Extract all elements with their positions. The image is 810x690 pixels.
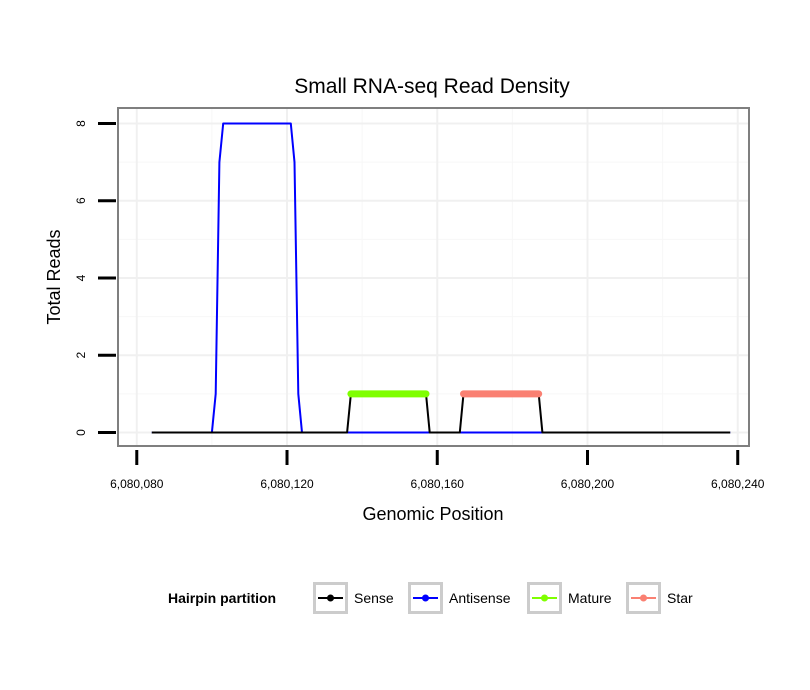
x-tick-label: 6,080,240 bbox=[711, 477, 765, 491]
x-tick-label: 6,080,080 bbox=[110, 477, 164, 491]
legend-key-point bbox=[640, 594, 647, 602]
x-tick-label: 6,080,160 bbox=[411, 477, 465, 491]
legend-label-sense: Sense bbox=[354, 590, 394, 606]
series-line-antisense bbox=[151, 122, 731, 434]
legend-label-mature: Mature bbox=[568, 590, 612, 606]
series-line-sense bbox=[151, 392, 731, 434]
y-tick-label: 2 bbox=[74, 352, 88, 359]
y-axis-title: Total Reads bbox=[44, 229, 64, 324]
y-tick-label: 6 bbox=[74, 197, 88, 204]
legend-key-point bbox=[422, 594, 429, 602]
legend-label-antisense: Antisense bbox=[449, 590, 511, 606]
x-tick-label: 6,080,200 bbox=[561, 477, 615, 491]
x-axis-title: Genomic Position bbox=[362, 504, 503, 524]
plot-border bbox=[117, 107, 750, 447]
y-tick-label: 8 bbox=[74, 120, 88, 127]
legend-key-point bbox=[327, 594, 334, 602]
legend: Hairpin partition Sense Antisense Mature Sta… bbox=[168, 582, 693, 614]
legend-label-star: Star bbox=[667, 590, 693, 606]
legend-title: Hairpin partition bbox=[168, 590, 276, 606]
y-tick-label: 0 bbox=[74, 429, 88, 436]
legend-key-point bbox=[541, 594, 548, 602]
x-tick-label: 6,080,120 bbox=[260, 477, 314, 491]
plot-area: 6,080,080 6,080,120 6,080,160 6,080,200 6,08… bbox=[74, 107, 765, 491]
chart-title: Small RNA-seq Read Density bbox=[294, 75, 570, 98]
y-tick-label: 4 bbox=[74, 274, 88, 281]
